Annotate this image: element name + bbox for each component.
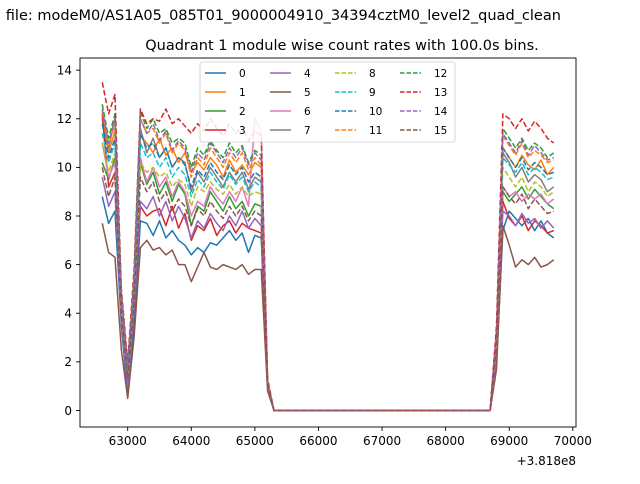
series-line-8 — [101, 142, 555, 412]
legend-label-13: 13 — [434, 87, 447, 99]
series-line-10 — [101, 123, 555, 412]
legend-label-15: 15 — [434, 125, 447, 137]
chart-title: Quadrant 1 module wise count rates with … — [145, 38, 539, 54]
axes-frame — [79, 57, 577, 428]
series-line-0 — [101, 196, 555, 412]
series-line-11 — [101, 111, 555, 412]
legend-label-11: 11 — [369, 125, 382, 137]
x-axis-ticks: 63000 64000 65000 66000 67000 68000 69000 70000 — [109, 427, 592, 448]
legend-label-2: 2 — [239, 106, 246, 118]
legend-label-6: 6 — [304, 106, 311, 118]
x-tick-label: 64000 — [172, 434, 210, 448]
x-tick-label: 63000 — [109, 434, 147, 448]
figure-suptitle: n file: modeM0/AS1A05_085T01_9000004910_… — [0, 8, 561, 24]
y-tick-label: 2 — [64, 355, 72, 369]
y-tick-label: 10 — [57, 161, 72, 175]
x-axis-offset-text: +3.818e8 — [517, 454, 576, 468]
x-tick-label: 70000 — [554, 434, 592, 448]
legend-label-3: 3 — [239, 125, 246, 137]
series-line-4 — [101, 176, 555, 412]
series-line-7 — [101, 108, 555, 412]
y-tick-label: 12 — [57, 112, 72, 126]
series-lines — [101, 82, 555, 412]
y-axis-ticks: 0 2 4 6 8 10 12 14 — [57, 63, 80, 418]
y-tick-label: 8 — [64, 209, 72, 223]
y-tick-label: 4 — [64, 307, 72, 321]
y-tick-label: 0 — [64, 404, 72, 418]
y-tick-label: 6 — [64, 258, 72, 272]
legend-label-12: 12 — [434, 68, 447, 80]
legend-label-1: 1 — [239, 87, 246, 99]
legend-label-14: 14 — [434, 106, 448, 118]
legend-label-7: 7 — [304, 125, 311, 137]
x-tick-label: 67000 — [363, 434, 401, 448]
legend-box — [199, 61, 456, 143]
series-line-2 — [101, 156, 555, 412]
x-tick-label: 65000 — [236, 434, 274, 448]
y-tick-label: 14 — [57, 63, 72, 77]
series-line-9 — [101, 133, 555, 412]
series-line-5 — [101, 223, 555, 412]
legend-label-5: 5 — [304, 87, 311, 99]
legend-label-0: 0 — [239, 68, 246, 80]
legend-label-8: 8 — [369, 68, 376, 80]
legend-label-4: 4 — [304, 68, 311, 80]
legend-label-9: 9 — [369, 87, 376, 99]
x-tick-label: 66000 — [299, 434, 337, 448]
series-line-15 — [101, 167, 555, 412]
series-line-14 — [101, 108, 555, 412]
legend-label-10: 10 — [369, 106, 382, 118]
x-tick-label: 69000 — [490, 434, 528, 448]
x-tick-label: 68000 — [427, 434, 465, 448]
